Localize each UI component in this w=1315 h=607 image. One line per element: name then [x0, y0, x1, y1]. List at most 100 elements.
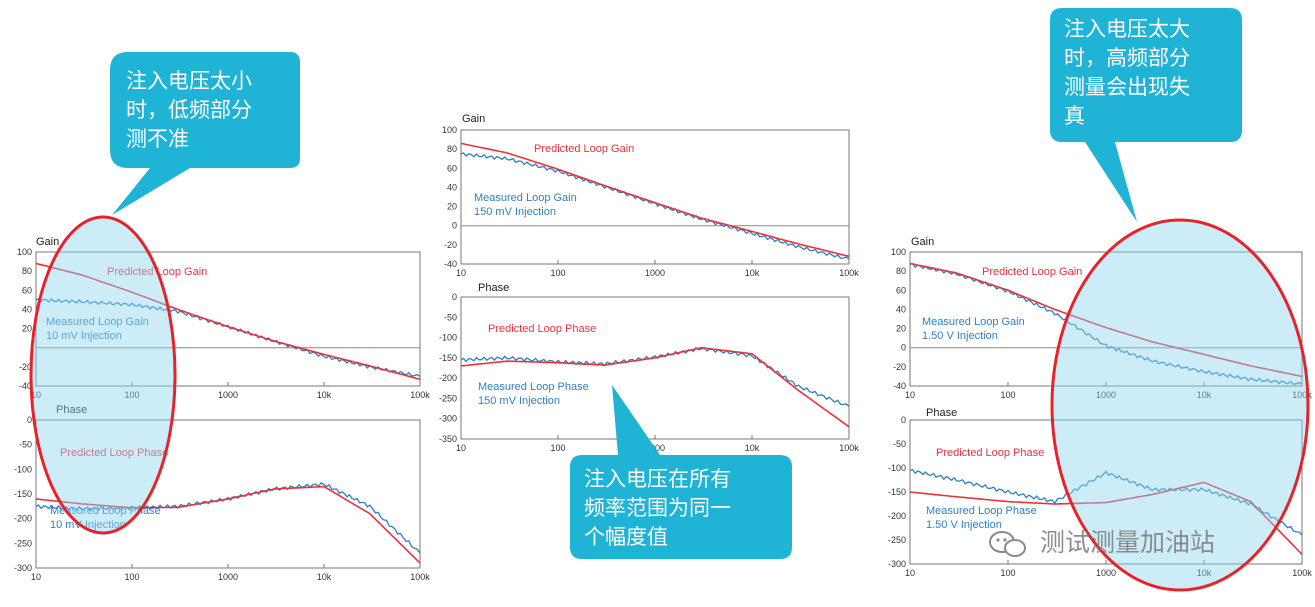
left-phase-measured-label: Measured Loop Phase	[50, 505, 161, 517]
x-tick-label: 10	[905, 390, 915, 400]
right-phase-measured-label: Measured Loop Phase	[926, 505, 1037, 517]
y-tick-label: -50	[444, 312, 457, 322]
x-tick-label: 100k	[839, 268, 859, 278]
y-tick-label: 0	[27, 415, 32, 425]
callout-high-voltage-line-2: 时，高频部分	[1064, 47, 1190, 70]
y-tick-label: -150	[14, 489, 32, 499]
middle-phase-injection-label: 150 mV Injection	[478, 395, 560, 407]
x-tick-label: 100	[550, 443, 565, 453]
predicted-series-line	[460, 142, 850, 258]
middle-gain-predicted-label: Predicted Loop Gain	[534, 143, 634, 155]
right-gain-predicted-label: Predicted Loop Gain	[982, 266, 1082, 278]
high-frequency-highlight	[1050, 218, 1310, 592]
y-tick-label: 80	[896, 266, 906, 276]
x-tick-label: 10k	[1197, 568, 1212, 578]
callout-bubble	[1050, 8, 1242, 222]
callout-high-voltage: 注入电压太大 时，高频部分 测量会出现失 真	[1050, 8, 1242, 222]
left-gain-measured-label: Measured Loop Gain	[46, 316, 149, 328]
y-tick-label: 0	[901, 415, 906, 425]
y-tick-label: -50	[893, 439, 906, 449]
x-tick-label: 10	[31, 572, 41, 582]
y-tick-label: -100	[888, 463, 906, 473]
callout-low-voltage: 注入电压太小 时，低频部分 测不准	[110, 52, 300, 215]
measured-series-line	[35, 298, 421, 377]
middle-gain-title: Gain	[462, 113, 485, 125]
low-frequency-highlight	[29, 215, 177, 535]
predicted-series-line	[35, 262, 421, 381]
y-tick-label: -300	[14, 563, 32, 573]
left-phase-predicted-label: Predicted Loop Phase	[60, 447, 168, 459]
right-phase-predicted-label: Predicted Loop Phase	[936, 447, 1044, 459]
x-tick-label: 10k	[745, 268, 760, 278]
y-tick-label: -300	[888, 559, 906, 569]
plot-frame	[460, 296, 850, 440]
callout-same-amplitude: 注入电压在所有 频率范围为同一 个幅度值	[570, 385, 792, 559]
left-phase-title: Phase	[56, 404, 87, 416]
x-tick-label: 1000	[1096, 568, 1116, 578]
y-tick-label: 20	[22, 324, 32, 334]
x-tick-label: 100k	[410, 390, 430, 400]
right-gain-measured-label: Measured Loop Gain	[922, 316, 1025, 328]
x-tick-label: 1000	[645, 268, 665, 278]
x-tick-label: 100	[550, 268, 565, 278]
x-tick-label: 10k	[317, 390, 332, 400]
plot-frame	[35, 419, 421, 569]
y-tick-label: -200	[439, 373, 457, 383]
x-tick-label: 1000	[218, 572, 238, 582]
y-tick-label: 20	[447, 202, 457, 212]
y-tick-label: 80	[447, 144, 457, 154]
y-tick-label: 0	[452, 221, 457, 231]
x-tick-label: 10k	[1197, 390, 1212, 400]
x-tick-label: 100k	[1292, 568, 1312, 578]
wechat-icon	[989, 531, 1026, 557]
y-tick-label: -40	[19, 381, 32, 391]
callout-same-amplitude-line-1: 注入电压在所有	[584, 468, 731, 491]
y-tick-label: -200	[14, 514, 32, 524]
callout-same-amplitude-line-2: 频率范围为同一	[584, 497, 731, 520]
y-tick-label: -150	[888, 487, 906, 497]
x-tick-label: 100k	[410, 572, 430, 582]
y-tick-label: 0	[901, 343, 906, 353]
left-gain-title: Gain	[36, 236, 59, 248]
x-tick-label: 10k	[317, 572, 332, 582]
x-tick-label: 10	[905, 568, 915, 578]
predicted-series-line	[35, 485, 421, 564]
callout-low-voltage-line-1: 注入电压太小	[126, 70, 252, 93]
y-tick-label: -150	[439, 353, 457, 363]
watermark: 测试测量加油站	[989, 529, 1215, 557]
callout-same-amplitude-line-3: 个幅度值	[584, 526, 668, 549]
x-tick-label: 100	[1000, 390, 1015, 400]
y-tick-label: 20	[896, 324, 906, 334]
predicted-series-line	[909, 481, 1303, 555]
y-tick-label: 60	[22, 285, 32, 295]
x-tick-label: 10	[456, 443, 466, 453]
callout-high-voltage-line-3: 测量会出现失	[1064, 76, 1190, 99]
x-tick-label: 10	[456, 268, 466, 278]
y-tick-label: 100	[442, 125, 457, 135]
x-tick-label: 10	[31, 390, 41, 400]
right-gain-injection-label: 1.50 V Injection	[922, 330, 998, 342]
x-tick-label: 100k	[839, 443, 859, 453]
callout-bubble	[570, 385, 792, 559]
y-tick-label: 40	[447, 182, 457, 192]
predicted-series-line	[909, 262, 1303, 378]
measured-series-line	[35, 482, 421, 554]
y-tick-label: 60	[896, 285, 906, 295]
y-tick-label: -20	[893, 362, 906, 372]
y-tick-label: -40	[444, 259, 457, 269]
watermark-text: 测试测量加油站	[1040, 529, 1215, 557]
left-gain-injection-label: 10 mV Injection	[46, 330, 122, 342]
callout-bubble	[110, 52, 300, 215]
y-tick-label: 100	[17, 247, 32, 257]
callout-high-voltage-line-4: 真	[1064, 105, 1085, 128]
y-tick-label: 40	[22, 304, 32, 314]
